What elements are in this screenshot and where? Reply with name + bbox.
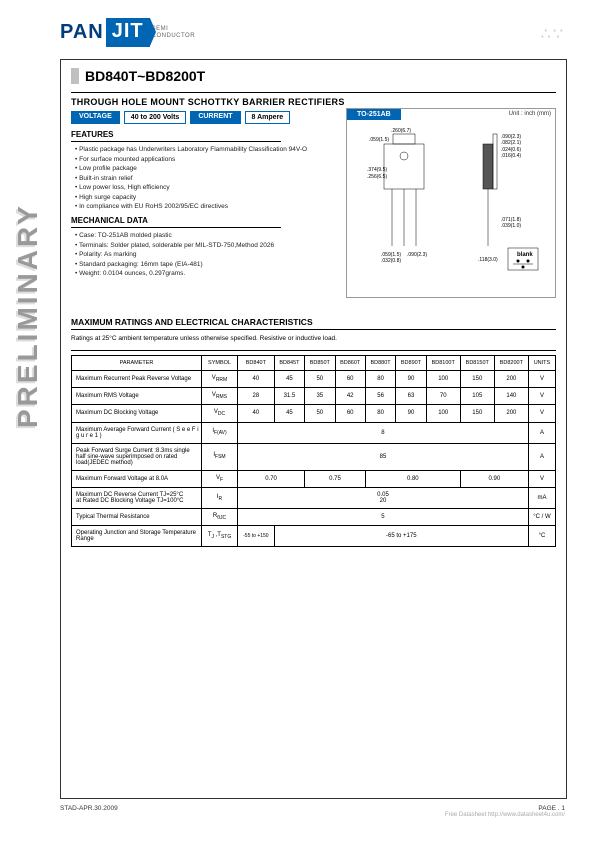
package-unit: Unit : inch (mm) <box>505 109 555 120</box>
divider <box>71 350 556 351</box>
svg-text:.082(2.1): .082(2.1) <box>501 140 521 146</box>
table-row: Maximum DC Reverse Current TJ=25°Cat Rat… <box>72 487 556 508</box>
logo-subtitle: SEMI CONDUCTOR <box>152 26 195 39</box>
table-header: BD880T <box>365 356 395 371</box>
header: PAN JIT SEMI CONDUCTOR ∴∵ <box>0 0 595 55</box>
part-number-title: BD840T~BD8200T <box>85 68 205 84</box>
package-name: TO-251AB <box>347 109 401 120</box>
table-header: PARAMETER <box>72 356 202 371</box>
svg-text:.374(9.5): .374(9.5) <box>367 167 387 173</box>
page-frame: BD840T~BD8200T THROUGH HOLE MOUNT SCHOTT… <box>60 59 567 799</box>
logo-jit: JIT <box>106 18 150 47</box>
table-header: BD850T <box>305 356 335 371</box>
table-row: Maximum DC Blocking VoltageVDC4045506080… <box>72 405 556 422</box>
footer: STAD-APR.30.2009 PAGE . 1 <box>0 803 595 812</box>
ratings-head: MAXIMUM RATINGS AND ELECTRICAL CHARACTER… <box>71 317 556 330</box>
table-header: BD860T <box>335 356 365 371</box>
mechanical-head: MECHANICAL DATA <box>71 216 281 228</box>
svg-text:.016(0.4): .016(0.4) <box>501 153 521 159</box>
table-header: BD8200T <box>494 356 528 371</box>
table-row: Maximum RMS VoltageVRMS2831.535425663701… <box>72 388 556 405</box>
table-row: Maximum Average Forward Current ( S e e … <box>72 422 556 443</box>
svg-text:.039(1.0): .039(1.0) <box>501 223 521 229</box>
ratings-table: PARAMETERSYMBOLBD840TBD845TBD850TBD860TB… <box>71 355 556 547</box>
footer-page: PAGE . 1 <box>538 805 565 812</box>
voltage-value: 40 to 200 Volts <box>124 111 187 124</box>
features-head: FEATURES <box>71 130 281 142</box>
table-header: BD8150T <box>460 356 494 371</box>
decorative-dots: ∴∵ <box>541 24 565 44</box>
table-row: Peak Forward Surge Current :8.3ms single… <box>72 443 556 470</box>
logo-pan: PAN <box>60 21 104 44</box>
table-header: SYMBOL <box>202 356 238 371</box>
table-header: BD8100T <box>426 356 460 371</box>
svg-text:.256(6.5): .256(6.5) <box>367 174 387 180</box>
footer-date: STAD-APR.30.2009 <box>60 805 118 812</box>
svg-text:.059(1.5): .059(1.5) <box>369 137 389 143</box>
current-label: CURRENT <box>190 111 240 124</box>
logo: PAN JIT <box>60 18 150 47</box>
table-header: UNITS <box>528 356 555 371</box>
package-drawing: .059(1.5) .260(6.7) .374(9.5) .256(6.5) … <box>347 120 555 282</box>
table-header: BD845T <box>274 356 304 371</box>
svg-text:blank: blank <box>517 252 533 258</box>
table-header: BD840T <box>238 356 275 371</box>
table-row: Maximum Forward Voltage at 8.0AVF0.700.7… <box>72 470 556 487</box>
title-accent <box>71 68 79 84</box>
svg-text:.032(0.8): .032(0.8) <box>381 258 401 264</box>
ratings-note: Ratings at 25°C ambient temperature unle… <box>71 335 556 342</box>
voltage-label: VOLTAGE <box>71 111 120 124</box>
table-row: Typical Thermal ResistanceRθJC5°C / W <box>72 508 556 525</box>
svg-text:.090(2.3): .090(2.3) <box>407 252 427 258</box>
watermark: Free Datasheet http://www.datasheet4u.co… <box>0 812 595 818</box>
subtitle: THROUGH HOLE MOUNT SCHOTTKY BARRIER RECT… <box>71 97 556 107</box>
svg-text:.260(6.7): .260(6.7) <box>391 128 411 134</box>
package-drawing-box: TO-251AB Unit : inch (mm) .059(1.5) .260… <box>346 108 556 298</box>
preliminary-label: PRELIMINARY <box>12 203 44 428</box>
package-side-icon: .090(2.3) .082(2.1) .024(0.6) .016(0.4) … <box>463 126 543 276</box>
package-front-icon: .059(1.5) .260(6.7) .374(9.5) .256(6.5) … <box>359 126 449 276</box>
svg-text:.118(3.0): .118(3.0) <box>478 257 498 263</box>
current-value: 8 Ampere <box>245 111 291 124</box>
title-row: BD840T~BD8200T <box>71 68 556 84</box>
table-row: Operating Junction and Storage Temperatu… <box>72 525 556 546</box>
table-row: Maximum Recurrent Peak Reverse VoltageVR… <box>72 371 556 388</box>
table-header: BD890T <box>396 356 426 371</box>
divider <box>71 92 556 93</box>
